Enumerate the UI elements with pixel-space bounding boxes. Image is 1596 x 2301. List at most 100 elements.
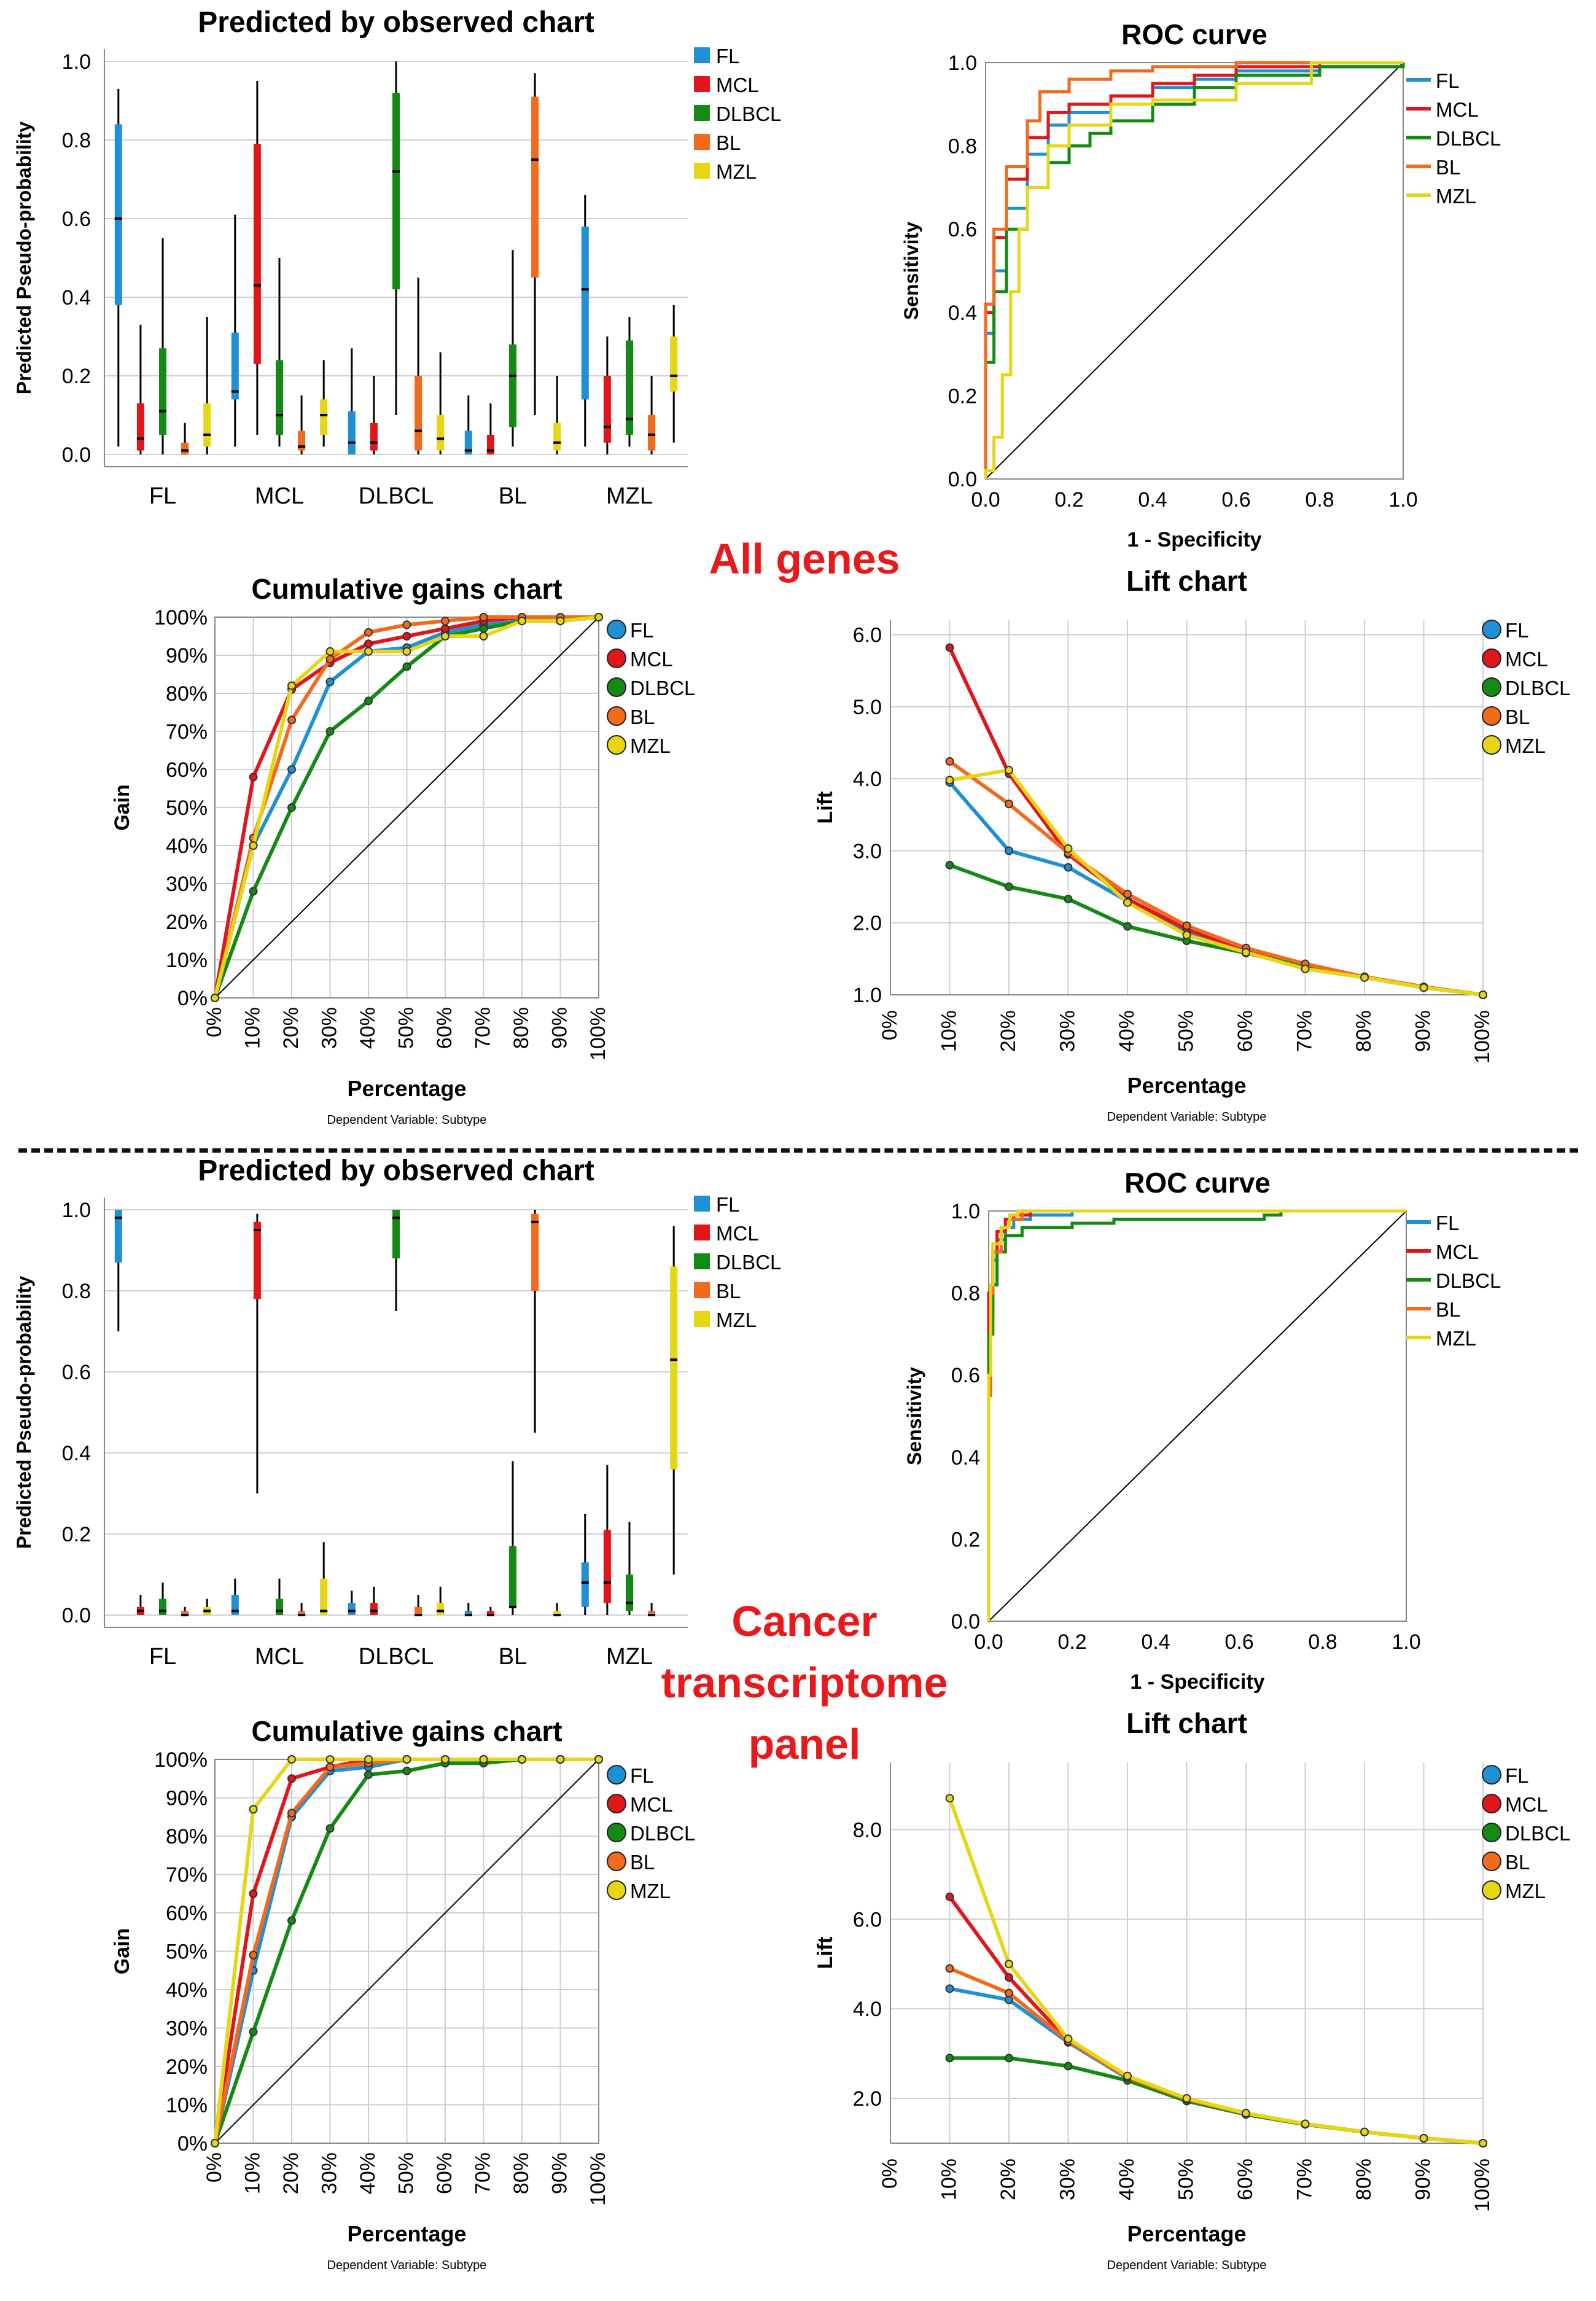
pbo-ctp-box-BL: [648, 1611, 656, 1615]
pbo-all-xtick-label: BL: [499, 483, 527, 509]
lift-ctp-point-MZL: [1005, 1960, 1013, 1969]
pbo-all-box-MZL: [320, 399, 328, 435]
section-label-panel-line3: panel: [748, 1720, 861, 1768]
gains-all-point-BL: [479, 613, 488, 621]
pbo-all-xtick-label: DLBCL: [359, 483, 434, 509]
gains-ctp-point-MCL: [249, 1889, 258, 1898]
roc-all-ytick-label: 1.0: [948, 52, 977, 75]
roc-ctp-legend-label-DLBCL: DLBCL: [1436, 1269, 1501, 1292]
roc-all-ylabel: Sensitivity: [900, 222, 922, 320]
pbo-all-box-MZL: [437, 415, 445, 451]
roc-all-ytick-label: 0.4: [948, 302, 977, 325]
lift-ctp-legend-label-FL: FL: [1505, 1764, 1529, 1787]
pbo-all-ytick-label: 0.0: [62, 443, 91, 467]
gains-all-point-MZL: [364, 647, 373, 656]
gains-all-point-BL: [325, 655, 335, 664]
gains-all-ytick-label: 0%: [177, 987, 208, 1010]
lift-all-legend-label-BL: BL: [1505, 706, 1530, 728]
lift-ctp-xtick-label: 10%: [938, 2159, 961, 2200]
gains-all-legend-label-DLBCL: DLBCL: [630, 677, 695, 699]
roc-ctp-xtick-label: 0.8: [1308, 1630, 1337, 1654]
lift-ctp-ytick-label: 2.0: [853, 2087, 882, 2111]
pbo-ctp-ytick-label: 0.6: [62, 1361, 91, 1384]
roc-all-ytick-label: 0.2: [948, 384, 977, 408]
roc-ctp-curve-BL: [987, 1209, 1406, 1621]
lift-all-xtick-label: 50%: [1175, 1010, 1198, 1052]
pbo-ctp-box-MCL: [253, 1221, 261, 1299]
lift-all-line-MZL: [949, 768, 1484, 997]
lift-all-point-MCL: [945, 643, 954, 652]
pbo-all-box-BL: [181, 442, 189, 454]
pbo-all-box-DLBCL: [276, 360, 283, 435]
gains-ctp-xtick-label: 20%: [279, 2152, 303, 2194]
pbo-ctp-xtick-label: MCL: [255, 1644, 304, 1670]
pbo-all-box-FL: [464, 430, 472, 454]
gains-all-ytick-label: 70%: [166, 720, 208, 744]
gains-ctp-point-MZL: [402, 1755, 411, 1764]
gains-all-legend-swatch-MZL: [607, 735, 626, 755]
section-label-panel-line1: Cancer: [731, 1597, 878, 1645]
gains-ctp-point-MZL: [518, 1755, 526, 1764]
roc-ctp-xlabel: 1 - Specificity: [1130, 1670, 1264, 1694]
lift-ctp-legend-label-MCL: MCL: [1505, 1793, 1548, 1816]
roc-ctp-xtick-label: 1.0: [1392, 1630, 1420, 1654]
roc-ctp-ylabel: Sensitivity: [903, 1367, 925, 1465]
gains-all-point-BL: [364, 628, 373, 637]
lift-ctp-footnote: Dependent Variable: Subtype: [1107, 2259, 1267, 2272]
gains-ctp-legend-swatch-DLBCL: [607, 1823, 626, 1842]
lift-all-legend-swatch-DLBCL: [1482, 677, 1501, 697]
gains-all-point-MZL: [325, 647, 335, 656]
lift-all-point-MZL: [1419, 983, 1428, 992]
lift-ctp-ytick-label: 6.0: [853, 1908, 882, 1931]
pbo-ctp-box-MZL: [670, 1266, 678, 1470]
gains-ctp-point-MZL: [594, 1755, 603, 1764]
gains-all-xtick-label: 70%: [472, 1007, 495, 1049]
pbo-all-ytick-label: 0.2: [62, 365, 91, 388]
pbo-ctp-box-DLBCL: [509, 1546, 516, 1607]
gains-all-xtick-label: 40%: [356, 1007, 380, 1049]
lift-all-point-BL: [1182, 921, 1191, 930]
roc-all-curve-DLBCL: [984, 63, 1405, 479]
lift-all-legend-swatch-BL: [1482, 706, 1501, 726]
pbo-ctp-ytick-label: 0.2: [62, 1523, 91, 1546]
gains-all-point-BL: [287, 715, 296, 725]
lift-all-ytick-label: 1.0: [853, 984, 882, 1007]
gains-ctp-ytick-label: 50%: [166, 1941, 208, 1964]
lift-ctp-xtick-label: 20%: [997, 2159, 1020, 2200]
gains-all-point-FL: [325, 677, 335, 687]
lift-ctp-point-MZL: [1064, 2034, 1073, 2044]
lift-ctp-legend-swatch-BL: [1482, 1851, 1501, 1871]
lift-ctp-point-MZL: [1419, 2133, 1428, 2143]
gains-ctp-point-MZL: [479, 1755, 488, 1764]
gains-ctp-point-MZL: [364, 1755, 373, 1764]
lift-ctp-line-DLBCL: [949, 2056, 1484, 2145]
lift-ctp-legend-swatch-MZL: [1482, 1880, 1501, 1900]
lift-ctp-point-MZL: [1242, 2109, 1250, 2118]
gains-all-legend-label-MZL: MZL: [630, 734, 671, 757]
lift-all-xlabel: Percentage: [1127, 1073, 1246, 1098]
lift-all-point-FL: [1064, 863, 1073, 872]
lift-ctp-ylabel: Lift: [814, 1937, 837, 1969]
roc-all-legend-label-DLBCL: DLBCL: [1436, 127, 1501, 150]
gains-ctp-legend-label-BL: BL: [630, 1851, 655, 1874]
roc-ctp-title: ROC curve: [1124, 1167, 1271, 1199]
lift-ctp-legend-label-BL: BL: [1505, 1851, 1530, 1874]
pbo-ctp-plot: 0.0 0.2 0.4 0.6 0.8 1.0 Predicted by observed …: [13, 1154, 688, 1670]
gains-all-point-MZL: [441, 632, 450, 640]
lift-ctp-point-MZL: [1301, 2119, 1310, 2128]
lift-all-legend-label-MCL: MCL: [1505, 648, 1548, 671]
roc-ctp-xtick-label: 0.4: [1141, 1630, 1170, 1654]
lift-ctp-legend-swatch-FL: [1482, 1765, 1501, 1785]
gains-all-legend-swatch-FL: [607, 620, 626, 639]
gains-all-point-MCL: [441, 624, 450, 633]
lift-all-legend-swatch-MCL: [1482, 648, 1501, 668]
pbo-all-legend-swatch-DLBCL: [694, 105, 710, 121]
pbo-all-legend-label-FL: FL: [716, 45, 740, 68]
lift-all-xtick-label: 80%: [1352, 1010, 1376, 1052]
roc-ctp-xtick-label: 0.0: [974, 1630, 1003, 1654]
lift-all-footnote: Dependent Variable: Subtype: [1107, 1110, 1267, 1124]
lift-ctp-line-MZL: [948, 1797, 1484, 2145]
pbo-ctp-box-MCL: [370, 1603, 378, 1615]
pbo-all-box-DLBCL: [159, 348, 166, 435]
gains-ctp-point-MZL: [556, 1755, 565, 1764]
